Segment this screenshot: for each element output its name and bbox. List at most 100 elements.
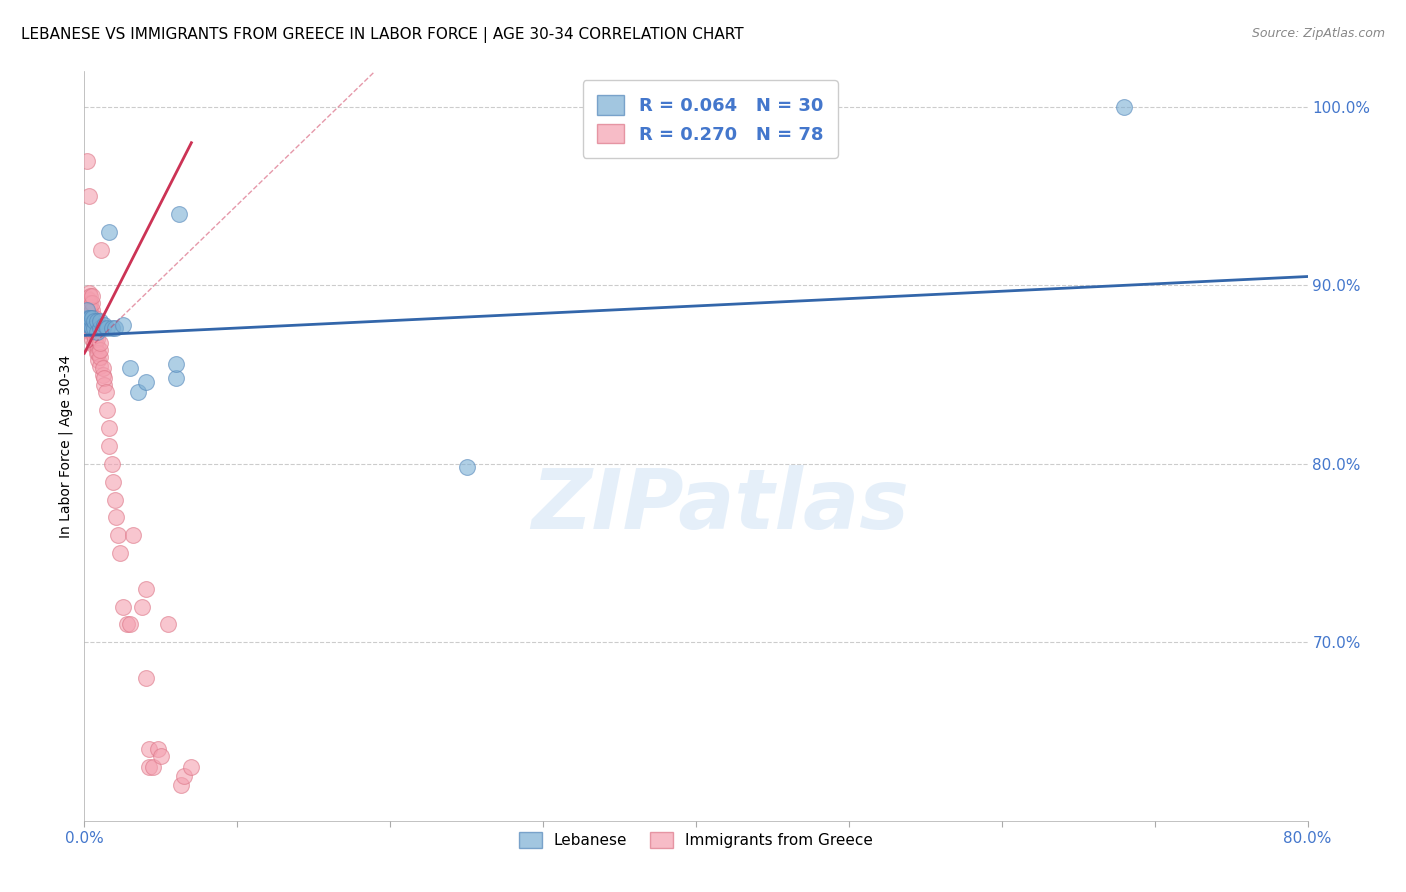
Point: [86, 339, 108, 353]
Point: [77, 314, 100, 328]
Point: [75, 318, 97, 332]
Point: [131, 599, 153, 614]
Point: [79, 296, 101, 310]
Point: [79, 325, 101, 339]
Point: [83, 314, 105, 328]
Point: [111, 599, 134, 614]
Point: [89, 343, 111, 357]
Point: [77, 307, 100, 321]
Point: [122, 528, 145, 542]
Point: [84, 318, 107, 332]
Y-axis label: In Labor Force | Age 30-34: In Labor Force | Age 30-34: [59, 354, 73, 538]
Point: [75, 296, 97, 310]
Point: [83, 314, 105, 328]
Point: [80, 325, 103, 339]
Point: [180, 760, 202, 774]
Point: [120, 360, 142, 375]
Point: [91, 360, 114, 375]
Point: [80, 310, 103, 325]
Point: [157, 617, 180, 632]
Point: [87, 353, 110, 368]
Point: [80, 303, 103, 318]
Point: [96, 403, 118, 417]
Point: [90, 243, 112, 257]
Point: [104, 321, 127, 335]
Point: [173, 769, 195, 783]
Point: [84, 310, 107, 325]
Point: [79, 318, 101, 332]
Point: [105, 510, 128, 524]
Point: [86, 325, 108, 339]
Point: [97, 439, 120, 453]
Point: [80, 310, 103, 325]
Point: [79, 310, 101, 325]
Point: [135, 582, 157, 596]
Point: [87, 346, 110, 360]
Point: [76, 303, 98, 318]
Text: LEBANESE VS IMMIGRANTS FROM GREECE IN LABOR FORCE | AGE 30-34 CORRELATION CHART: LEBANESE VS IMMIGRANTS FROM GREECE IN LA…: [21, 27, 744, 43]
Point: [80, 296, 103, 310]
Legend: Lebanese, Immigrants from Greece: Lebanese, Immigrants from Greece: [513, 826, 879, 855]
Point: [104, 492, 127, 507]
Point: [146, 742, 169, 756]
Point: [76, 318, 98, 332]
Point: [77, 189, 100, 203]
Point: [115, 617, 138, 632]
Point: [127, 385, 149, 400]
Point: [86, 346, 108, 360]
Point: [80, 289, 103, 303]
Point: [89, 350, 111, 364]
Point: [79, 318, 101, 332]
Point: [138, 742, 160, 756]
Point: [83, 328, 105, 343]
Point: [96, 321, 118, 335]
Point: [89, 335, 111, 350]
Point: [93, 318, 115, 332]
Point: [165, 357, 187, 371]
Point: [456, 460, 478, 475]
Point: [89, 321, 111, 335]
Point: [167, 207, 190, 221]
Point: [76, 300, 98, 314]
Point: [80, 332, 103, 346]
Point: [91, 368, 114, 382]
Point: [165, 371, 187, 385]
Point: [94, 385, 117, 400]
Point: [77, 285, 100, 300]
Text: Source: ZipAtlas.com: Source: ZipAtlas.com: [1251, 27, 1385, 40]
Point: [76, 318, 98, 332]
Point: [84, 325, 107, 339]
Point: [84, 332, 107, 346]
Point: [77, 293, 100, 307]
Text: ZIPatlas: ZIPatlas: [531, 466, 910, 547]
Point: [135, 671, 157, 685]
Point: [76, 153, 98, 168]
Point: [120, 617, 142, 632]
Point: [75, 303, 97, 318]
Point: [77, 300, 100, 314]
Point: [93, 378, 115, 392]
Point: [77, 310, 100, 325]
Point: [75, 310, 97, 325]
Point: [111, 318, 134, 332]
Point: [142, 760, 165, 774]
Point: [83, 335, 105, 350]
Point: [101, 321, 124, 335]
Point: [77, 321, 100, 335]
Point: [77, 318, 100, 332]
Point: [76, 309, 98, 323]
Point: [80, 318, 103, 332]
Point: [89, 314, 111, 328]
Point: [97, 225, 120, 239]
Point: [89, 359, 111, 373]
Point: [108, 546, 131, 560]
Point: [79, 289, 101, 303]
Point: [76, 291, 98, 305]
Point: [103, 475, 125, 489]
Point: [135, 375, 157, 389]
Point: [79, 310, 101, 325]
Point: [83, 321, 105, 335]
Point: [101, 457, 124, 471]
Point: [149, 749, 172, 764]
Point: [93, 371, 115, 385]
